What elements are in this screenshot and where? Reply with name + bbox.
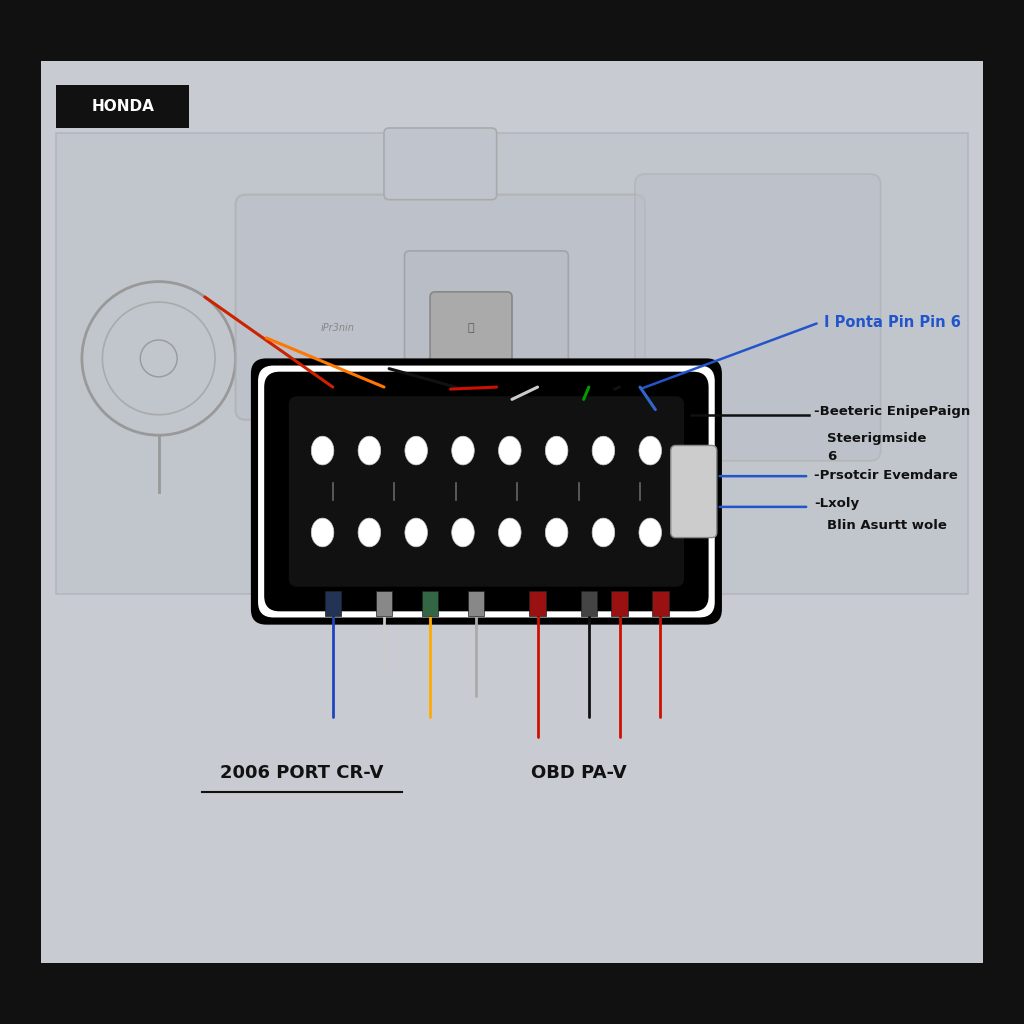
Text: -Beeteric EnipePaign: -Beeteric EnipePaign	[814, 406, 971, 418]
FancyBboxPatch shape	[404, 251, 568, 394]
Text: Blin Asurtt wole: Blin Asurtt wole	[827, 519, 947, 531]
Text: -Prsotcir Evemdare: -Prsotcir Evemdare	[814, 469, 957, 481]
Ellipse shape	[358, 436, 381, 465]
FancyBboxPatch shape	[236, 195, 645, 420]
FancyBboxPatch shape	[430, 292, 512, 364]
Ellipse shape	[358, 518, 381, 547]
Ellipse shape	[499, 436, 521, 465]
Text: HONDA: HONDA	[91, 99, 155, 114]
FancyBboxPatch shape	[258, 366, 715, 617]
Ellipse shape	[311, 436, 334, 465]
Bar	[376, 591, 392, 616]
Ellipse shape	[546, 436, 568, 465]
Ellipse shape	[452, 518, 474, 547]
Ellipse shape	[592, 436, 614, 465]
FancyBboxPatch shape	[264, 372, 709, 611]
Ellipse shape	[404, 436, 427, 465]
Ellipse shape	[499, 518, 521, 547]
FancyBboxPatch shape	[251, 358, 722, 625]
Text: Ⓜ: Ⓜ	[468, 323, 474, 333]
FancyBboxPatch shape	[41, 61, 983, 963]
Bar	[652, 591, 669, 616]
Bar	[529, 591, 546, 616]
Bar	[325, 591, 341, 616]
FancyBboxPatch shape	[635, 174, 881, 461]
Bar	[422, 591, 438, 616]
Text: OBD PA-V: OBD PA-V	[530, 764, 627, 782]
Bar	[581, 591, 597, 616]
Ellipse shape	[592, 518, 614, 547]
Bar	[468, 591, 484, 616]
Text: 2006 PORT CR-V: 2006 PORT CR-V	[220, 764, 384, 782]
FancyBboxPatch shape	[671, 445, 717, 538]
Text: Steerigmside: Steerigmside	[827, 432, 927, 444]
FancyBboxPatch shape	[289, 396, 684, 587]
Ellipse shape	[311, 518, 334, 547]
Ellipse shape	[546, 518, 568, 547]
Ellipse shape	[639, 518, 662, 547]
Ellipse shape	[404, 518, 427, 547]
FancyBboxPatch shape	[384, 128, 497, 200]
Bar	[56, 85, 189, 128]
FancyBboxPatch shape	[56, 133, 968, 594]
Ellipse shape	[639, 436, 662, 465]
Text: 6: 6	[827, 451, 837, 463]
Bar	[611, 591, 628, 616]
Text: I Ponta Pin Pin 6: I Ponta Pin Pin 6	[824, 315, 962, 330]
Ellipse shape	[452, 436, 474, 465]
Text: iPr3nin: iPr3nin	[321, 323, 355, 333]
Text: -Lxoly: -Lxoly	[814, 498, 859, 510]
